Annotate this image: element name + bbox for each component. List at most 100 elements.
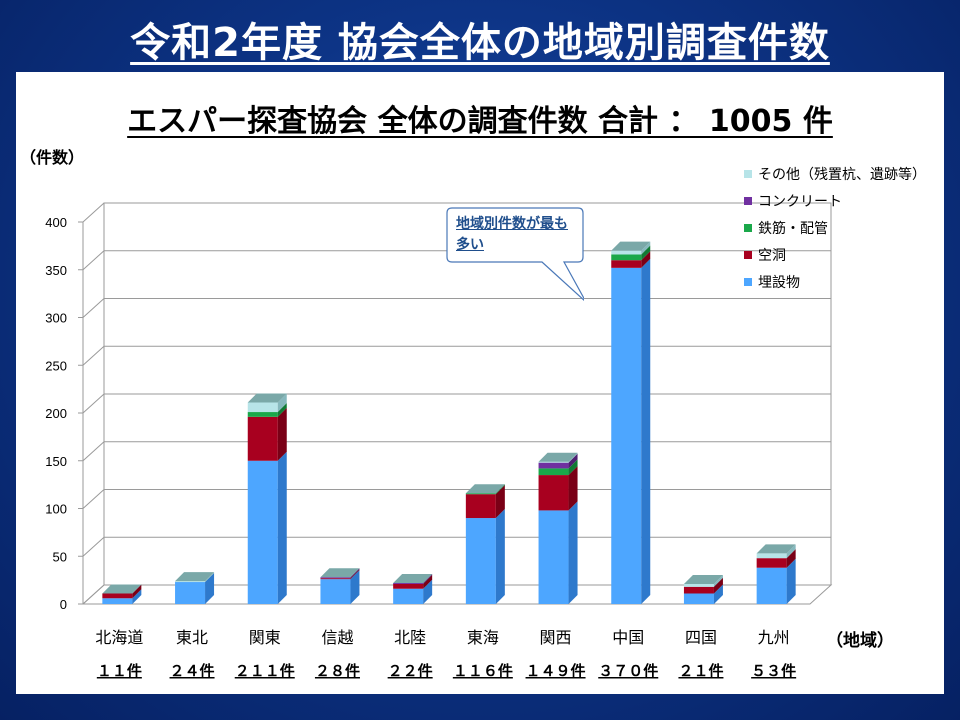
bar-segment-side bbox=[350, 568, 360, 579]
bar-segment bbox=[611, 260, 642, 268]
bar-segment-side bbox=[786, 544, 796, 559]
x-category-label: 東海 bbox=[467, 628, 499, 647]
bar-segment bbox=[393, 588, 424, 604]
bar-segment-side bbox=[277, 451, 287, 604]
bar-segment-side bbox=[277, 403, 287, 417]
bar-top-face bbox=[175, 572, 215, 582]
bar-segment bbox=[320, 578, 351, 580]
bar-segment bbox=[611, 254, 642, 261]
bar-segment bbox=[247, 412, 278, 417]
bar-segment-side bbox=[641, 241, 651, 255]
grid-diagonal bbox=[82, 584, 105, 605]
bar-segment bbox=[538, 461, 569, 463]
bar-segment-side bbox=[132, 584, 142, 599]
x-category-label: 北陸 bbox=[394, 628, 426, 647]
chart-title: エスパー探査協会 全体の調査件数 合計 ： 1005 件 bbox=[127, 104, 833, 139]
bar-segment-side bbox=[568, 453, 578, 469]
legend-swatch bbox=[744, 250, 752, 259]
bar-segment bbox=[175, 581, 206, 583]
bar-top-face bbox=[393, 573, 433, 583]
bar-segment bbox=[683, 586, 714, 594]
bar-segment bbox=[247, 460, 278, 604]
bar-segment-side bbox=[132, 589, 142, 604]
grid-diagonal bbox=[82, 536, 105, 557]
bar-segment bbox=[102, 598, 133, 604]
x-category-label: 関東 bbox=[249, 628, 281, 647]
legend-label: コンクリート bbox=[758, 193, 842, 210]
category-total-label: ３７０件 bbox=[598, 662, 658, 680]
legend-swatch bbox=[744, 169, 752, 178]
grid-diagonal bbox=[82, 489, 105, 509]
bar-segment bbox=[683, 593, 714, 604]
bar-segment bbox=[247, 402, 278, 413]
bar-segment-side bbox=[713, 577, 723, 594]
y-tick-label: 50 bbox=[53, 549, 67, 564]
bar-top-face bbox=[247, 393, 287, 403]
bar-top-face bbox=[320, 568, 360, 578]
legend-label: その他（残置杭、遺跡等） bbox=[758, 166, 926, 183]
bar-segment bbox=[465, 518, 496, 604]
bar-segment bbox=[683, 583, 714, 587]
bar-segment-side bbox=[495, 485, 505, 519]
y-tick-label: 300 bbox=[45, 311, 67, 326]
bar-segment-side bbox=[423, 573, 433, 584]
y-tick-label: 250 bbox=[45, 358, 67, 373]
category-total-label: ２１１件 bbox=[235, 662, 295, 680]
legend-item: その他（残置杭、遺跡等） bbox=[744, 160, 926, 187]
callout-text: 地域別件数が最も多い bbox=[456, 216, 568, 253]
category-total-label: ２２件 bbox=[388, 662, 433, 680]
legend-label: 空洞 bbox=[758, 247, 786, 264]
bar-segment bbox=[538, 475, 569, 511]
x-category-label: 関西 bbox=[540, 628, 572, 647]
legend-swatch bbox=[744, 223, 752, 232]
bar-top-face bbox=[611, 241, 651, 251]
bar-segment-side bbox=[786, 558, 796, 604]
legend-item: 空洞 bbox=[744, 241, 926, 268]
legend-item: 鉄筋・配管 bbox=[744, 214, 926, 241]
bar-segment-side bbox=[568, 466, 578, 511]
bar-top-face bbox=[683, 574, 723, 584]
bar-segment-side bbox=[205, 573, 215, 604]
category-total-label: ２８件 bbox=[315, 662, 360, 680]
grid-diagonal bbox=[82, 393, 105, 414]
grid-diagonal bbox=[82, 441, 105, 462]
bar-segment-side bbox=[423, 579, 433, 604]
callout-bubble bbox=[446, 207, 584, 301]
bar-segment bbox=[320, 579, 351, 604]
bar-segment-side bbox=[641, 245, 651, 261]
x-category-label: 九州 bbox=[758, 628, 790, 647]
category-total-label: ５３件 bbox=[751, 662, 796, 680]
bar-segment-side bbox=[277, 393, 287, 413]
grid-diagonal bbox=[82, 298, 105, 318]
legend-swatch bbox=[744, 196, 752, 205]
bar-segment bbox=[102, 593, 133, 599]
y-tick-label: 400 bbox=[45, 215, 67, 230]
y-axis-unit-label: （件数） bbox=[20, 148, 85, 167]
bar-segment bbox=[538, 510, 569, 604]
bar-segment-side bbox=[568, 452, 578, 463]
category-total-label: ２１件 bbox=[678, 662, 723, 680]
y-tick-label: 0 bbox=[60, 597, 67, 612]
bar-segment bbox=[756, 567, 787, 604]
y-tick-label: 350 bbox=[45, 263, 67, 278]
bar-segment-side bbox=[205, 572, 215, 583]
bar-segment bbox=[175, 582, 206, 604]
bar-segment bbox=[320, 577, 351, 579]
bar-top-face bbox=[538, 452, 578, 462]
bar-segment bbox=[611, 250, 642, 255]
bar-segment-side bbox=[786, 549, 796, 568]
bar-top-face bbox=[465, 484, 505, 494]
category-total-label: １１６件 bbox=[453, 662, 513, 680]
bar-segment-side bbox=[713, 574, 723, 587]
chart-legend: その他（残置杭、遺跡等） コンクリート 鉄筋・配管空洞埋設物 bbox=[744, 160, 926, 295]
y-tick-label: 150 bbox=[45, 454, 67, 469]
bar-segment-side bbox=[350, 569, 360, 580]
grid-diagonal bbox=[82, 202, 105, 223]
bar-segment-side bbox=[350, 570, 360, 604]
legend-label: 埋設物 bbox=[758, 274, 800, 291]
bar-segment bbox=[611, 267, 642, 604]
bar-segment-side bbox=[495, 484, 505, 495]
bar-segment bbox=[465, 493, 496, 495]
legend-label: 鉄筋・配管 bbox=[758, 220, 828, 237]
category-total-label: １１件 bbox=[97, 662, 142, 680]
